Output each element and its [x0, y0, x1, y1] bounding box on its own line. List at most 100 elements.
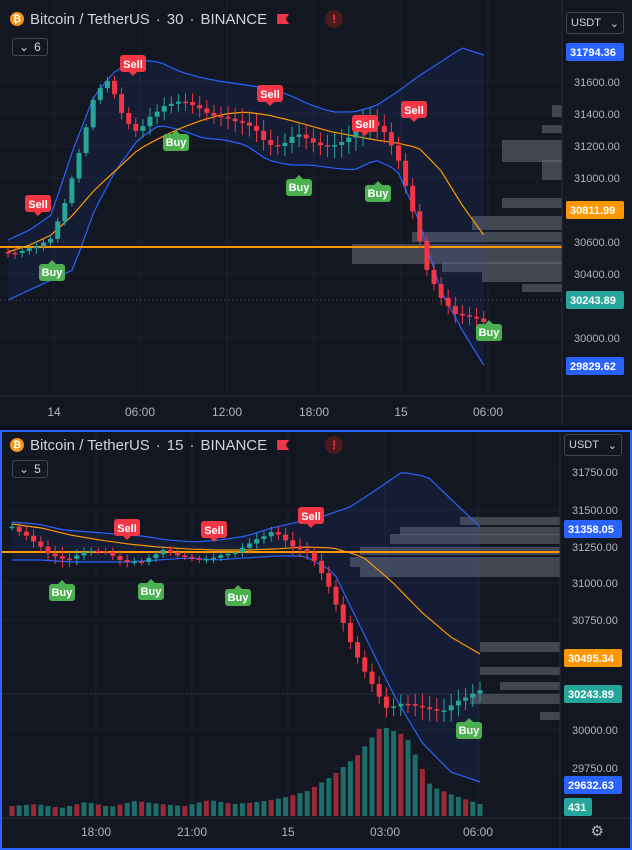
flag-icon[interactable] — [277, 14, 290, 24]
candle-body — [297, 546, 303, 550]
volume-bar — [31, 804, 37, 816]
symbol-name: Bitcoin / TetherUS — [30, 10, 150, 28]
candle-body — [140, 126, 146, 131]
candle-body — [481, 318, 487, 322]
candle-body — [104, 80, 110, 89]
x-tick-label: 18:00 — [81, 825, 111, 839]
candle-body — [59, 556, 65, 559]
candle-body — [459, 313, 465, 316]
volume-bar — [376, 728, 382, 816]
volume-profile-bar — [482, 272, 562, 282]
candle-body — [197, 105, 203, 109]
candle-body — [204, 108, 210, 113]
volume-bar — [347, 761, 353, 816]
y-tick-label: 31500.00 — [572, 505, 618, 517]
buy-signal-label — [39, 264, 65, 281]
indicators-toggle[interactable]: ⌄ 6 — [12, 38, 48, 56]
x-tick-label: 06:00 — [473, 405, 503, 419]
chart-panel-30m[interactable]: 31600.00 31400.00 31200.00 31000.00 30600.00… — [0, 0, 632, 426]
candle-body — [474, 316, 480, 319]
candle-body — [296, 134, 302, 137]
candle-body — [161, 105, 167, 112]
chevron-down-icon: ⌄ — [609, 17, 619, 30]
x-tick-label: 14 — [47, 405, 61, 419]
candle-body — [189, 556, 195, 559]
candle-body — [190, 102, 196, 106]
symbol-header[interactable]: ₿ Bitcoin / TetherUS · 30 · BINANCE ! — [10, 10, 344, 28]
currency-label: USDT — [569, 439, 599, 451]
indicators-toggle[interactable]: ⌄ 5 — [12, 460, 48, 478]
buy-signal-pointer — [48, 260, 56, 264]
price-badge — [566, 291, 624, 309]
price-badge-text: 29829.62 — [570, 361, 616, 373]
volume-bar — [398, 733, 404, 816]
sell-signal-pointer — [34, 212, 42, 216]
volume-bar — [103, 806, 109, 816]
volume-profile-bar — [472, 216, 562, 230]
candle-body — [33, 246, 39, 249]
price-badge-text: 431 — [568, 802, 586, 814]
volume-bar — [16, 805, 22, 816]
buy-signal-pointer — [234, 585, 242, 589]
sell-signal-pointer — [123, 536, 131, 540]
candle-body — [445, 297, 451, 306]
candle-body — [110, 551, 116, 556]
indicator-count: 6 — [34, 40, 41, 54]
volume-bar — [405, 739, 411, 816]
chart-canvas[interactable]: 31750.00 31500.00 31250.00 31000.00 30750.00… — [2, 432, 630, 848]
candle-body — [463, 697, 469, 701]
volume-bar — [311, 786, 317, 816]
x-tick-label: 21:00 — [177, 825, 207, 839]
candle-body — [12, 252, 18, 255]
candle-body — [55, 221, 61, 239]
currency-select[interactable]: USDT ⌄ — [566, 12, 624, 34]
volume-profile-bar — [522, 284, 562, 292]
sell-signal-text: Sell — [301, 511, 321, 523]
candle-body — [26, 248, 32, 251]
candle-body — [5, 252, 11, 254]
sell-signal-label — [352, 115, 378, 132]
alert-icon[interactable]: ! — [325, 436, 344, 454]
candle-body — [41, 242, 46, 247]
candle-body — [332, 144, 338, 147]
candle-body — [133, 123, 139, 131]
sell-signal-text: Sell — [260, 89, 280, 101]
flag-icon[interactable] — [277, 440, 290, 450]
volume-bar — [117, 804, 123, 816]
bollinger-upper-line — [11, 472, 481, 543]
sell-signal-text: Sell — [123, 59, 143, 71]
y-tick-label: 31250.00 — [572, 542, 618, 554]
candle-body — [405, 703, 411, 706]
volume-bar — [203, 800, 209, 816]
candle-body — [119, 94, 125, 113]
symbol-header[interactable]: ₿ Bitcoin / TetherUS · 15 · BINANCE ! — [10, 436, 344, 454]
price-badge — [564, 776, 622, 794]
volume-bar — [441, 791, 447, 816]
candle-body — [283, 534, 289, 541]
candle-body — [254, 539, 260, 544]
buy-signal-label — [456, 722, 482, 739]
chart-panel-15m[interactable]: 31750.00 31500.00 31250.00 31000.00 30750.00… — [0, 430, 632, 850]
volume-bar — [275, 798, 281, 816]
currency-select[interactable]: USDT ⌄ — [564, 434, 622, 456]
gear-icon[interactable]: ⚙ — [590, 823, 604, 840]
volume-bar — [463, 799, 469, 816]
volume-bar — [247, 802, 253, 816]
alert-icon[interactable]: ! — [325, 10, 344, 28]
sell-signal-label — [257, 85, 283, 102]
y-tick-label: 31750.00 — [572, 467, 618, 479]
candle-body — [131, 561, 137, 564]
candle-body — [452, 305, 458, 314]
candle-body — [232, 552, 238, 554]
volume-bar — [110, 806, 116, 816]
sell-signal-pointer — [266, 102, 274, 106]
chart-canvas[interactable]: 31600.00 31400.00 31200.00 31000.00 30600.00… — [0, 0, 632, 426]
candle-body — [289, 136, 295, 143]
candle-body — [23, 531, 29, 536]
candle-body — [247, 543, 253, 548]
candle-body — [455, 700, 461, 706]
buy-signal-label — [476, 324, 502, 341]
candle-body — [268, 532, 274, 537]
sell-signal-pointer — [129, 72, 137, 76]
volume-bar — [196, 802, 202, 816]
